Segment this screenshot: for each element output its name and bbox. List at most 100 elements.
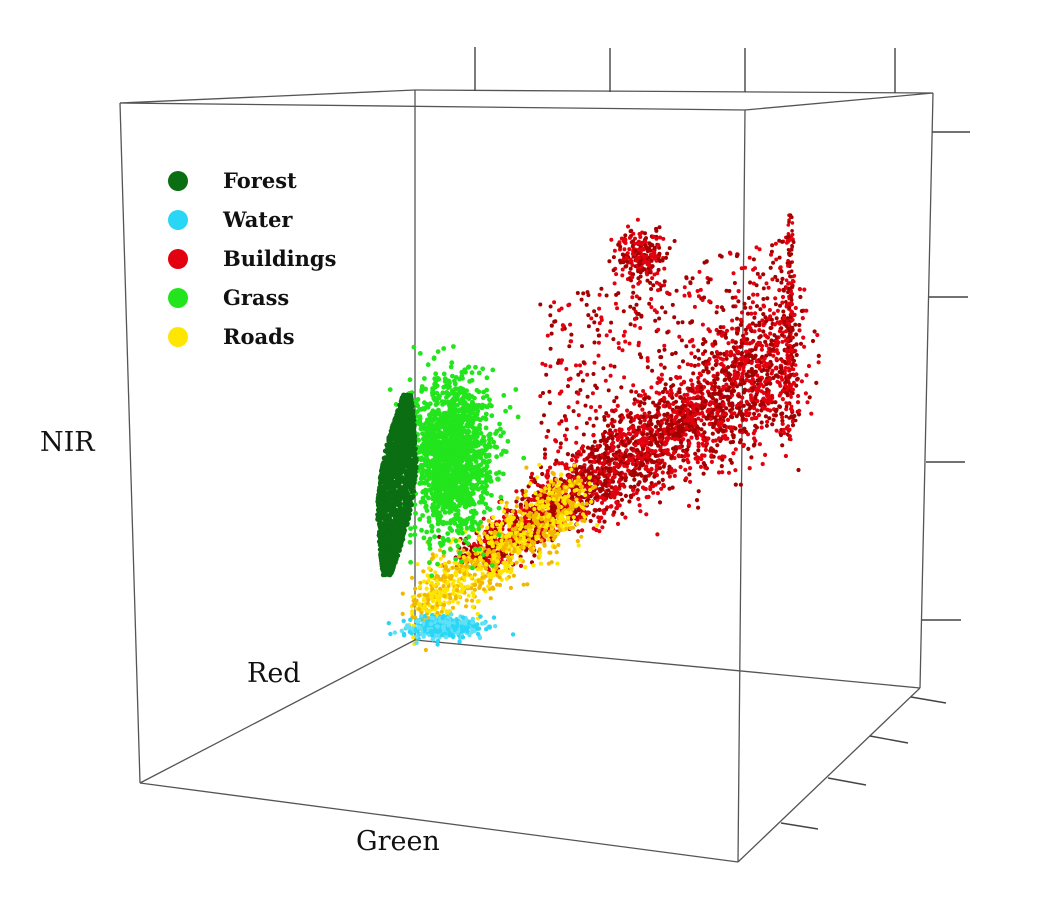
point-buildings [761,286,766,291]
point-buildings [648,430,653,435]
point-buildings [613,428,618,433]
point-buildings [603,378,608,383]
point-buildings [585,445,591,450]
point-buildings [763,452,768,457]
point-grass [467,379,472,384]
point-grass [427,560,432,565]
point-roads [425,601,430,606]
point-buildings [770,277,775,282]
point-buildings [773,302,778,307]
point-roads [498,571,503,576]
point-buildings [678,410,683,415]
point-buildings [614,500,619,505]
point-buildings [594,313,599,318]
point-buildings [689,435,694,440]
point-roads [451,598,456,604]
point-buildings [676,320,681,325]
point-buildings [777,393,782,398]
point-buildings [766,362,771,367]
point-buildings [642,392,648,397]
point-buildings [582,457,587,462]
point-buildings [746,352,751,357]
point-buildings [793,322,798,327]
point-buildings [815,332,820,338]
point-buildings [780,443,785,448]
point-buildings [611,445,616,450]
point-roads [463,564,469,569]
point-buildings [785,316,790,320]
point-roads [409,575,415,580]
point-buildings [715,354,720,359]
point-roads [522,531,527,536]
point-roads [570,525,576,530]
point-buildings [745,337,750,342]
point-buildings [560,358,564,363]
point-roads [525,582,530,587]
point-buildings [769,317,774,322]
point-roads [450,565,456,570]
point-buildings [721,325,726,330]
point-buildings [678,434,683,439]
point-buildings [542,447,547,452]
point-buildings [616,242,621,247]
point-roads [427,566,432,571]
point-roads [515,496,520,501]
point-buildings [619,439,625,444]
point-buildings [662,427,667,432]
point-grass [454,528,460,534]
point-buildings [689,363,694,367]
point-buildings [578,370,583,375]
point-buildings [595,497,600,502]
point-roads [503,563,508,568]
point-roads [491,515,496,520]
point-buildings [788,260,793,265]
point-buildings [733,447,738,452]
point-buildings [768,265,773,270]
point-buildings [769,338,774,343]
point-buildings [775,308,781,313]
point-buildings [651,400,656,405]
point-buildings [586,313,591,318]
point-buildings [739,352,744,357]
point-buildings [787,220,791,224]
point-buildings [732,369,737,374]
point-roads [504,576,509,581]
point-roads [574,497,579,502]
point-grass [481,389,486,395]
point-roads [487,579,492,584]
point-buildings [621,455,626,460]
point-roads [587,475,592,480]
point-buildings [617,428,622,433]
point-buildings [737,366,742,372]
point-buildings [743,327,748,332]
point-roads [496,551,501,557]
point-buildings [703,398,708,404]
point-buildings [646,263,651,268]
point-buildings [765,296,770,301]
point-buildings [800,316,805,321]
point-buildings [785,241,789,245]
point-buildings [724,356,729,361]
point-buildings [671,383,676,388]
point-roads [454,566,459,571]
point-buildings [544,434,549,439]
point-roads [542,489,547,494]
point-buildings [663,441,668,446]
point-buildings [686,460,691,465]
point-roads [547,512,552,517]
point-buildings [472,541,477,547]
point-buildings [790,232,795,237]
point-buildings [743,305,748,310]
point-buildings [614,395,619,400]
point-roads [456,600,461,605]
point-roads [433,570,438,575]
point-buildings [645,278,650,283]
point-buildings [591,526,596,531]
point-buildings [778,303,782,308]
point-roads [417,593,422,598]
point-buildings [765,372,770,377]
point-roads [576,491,582,497]
axis-ticks [474,47,970,830]
point-buildings [797,328,802,333]
point-buildings [738,482,744,487]
